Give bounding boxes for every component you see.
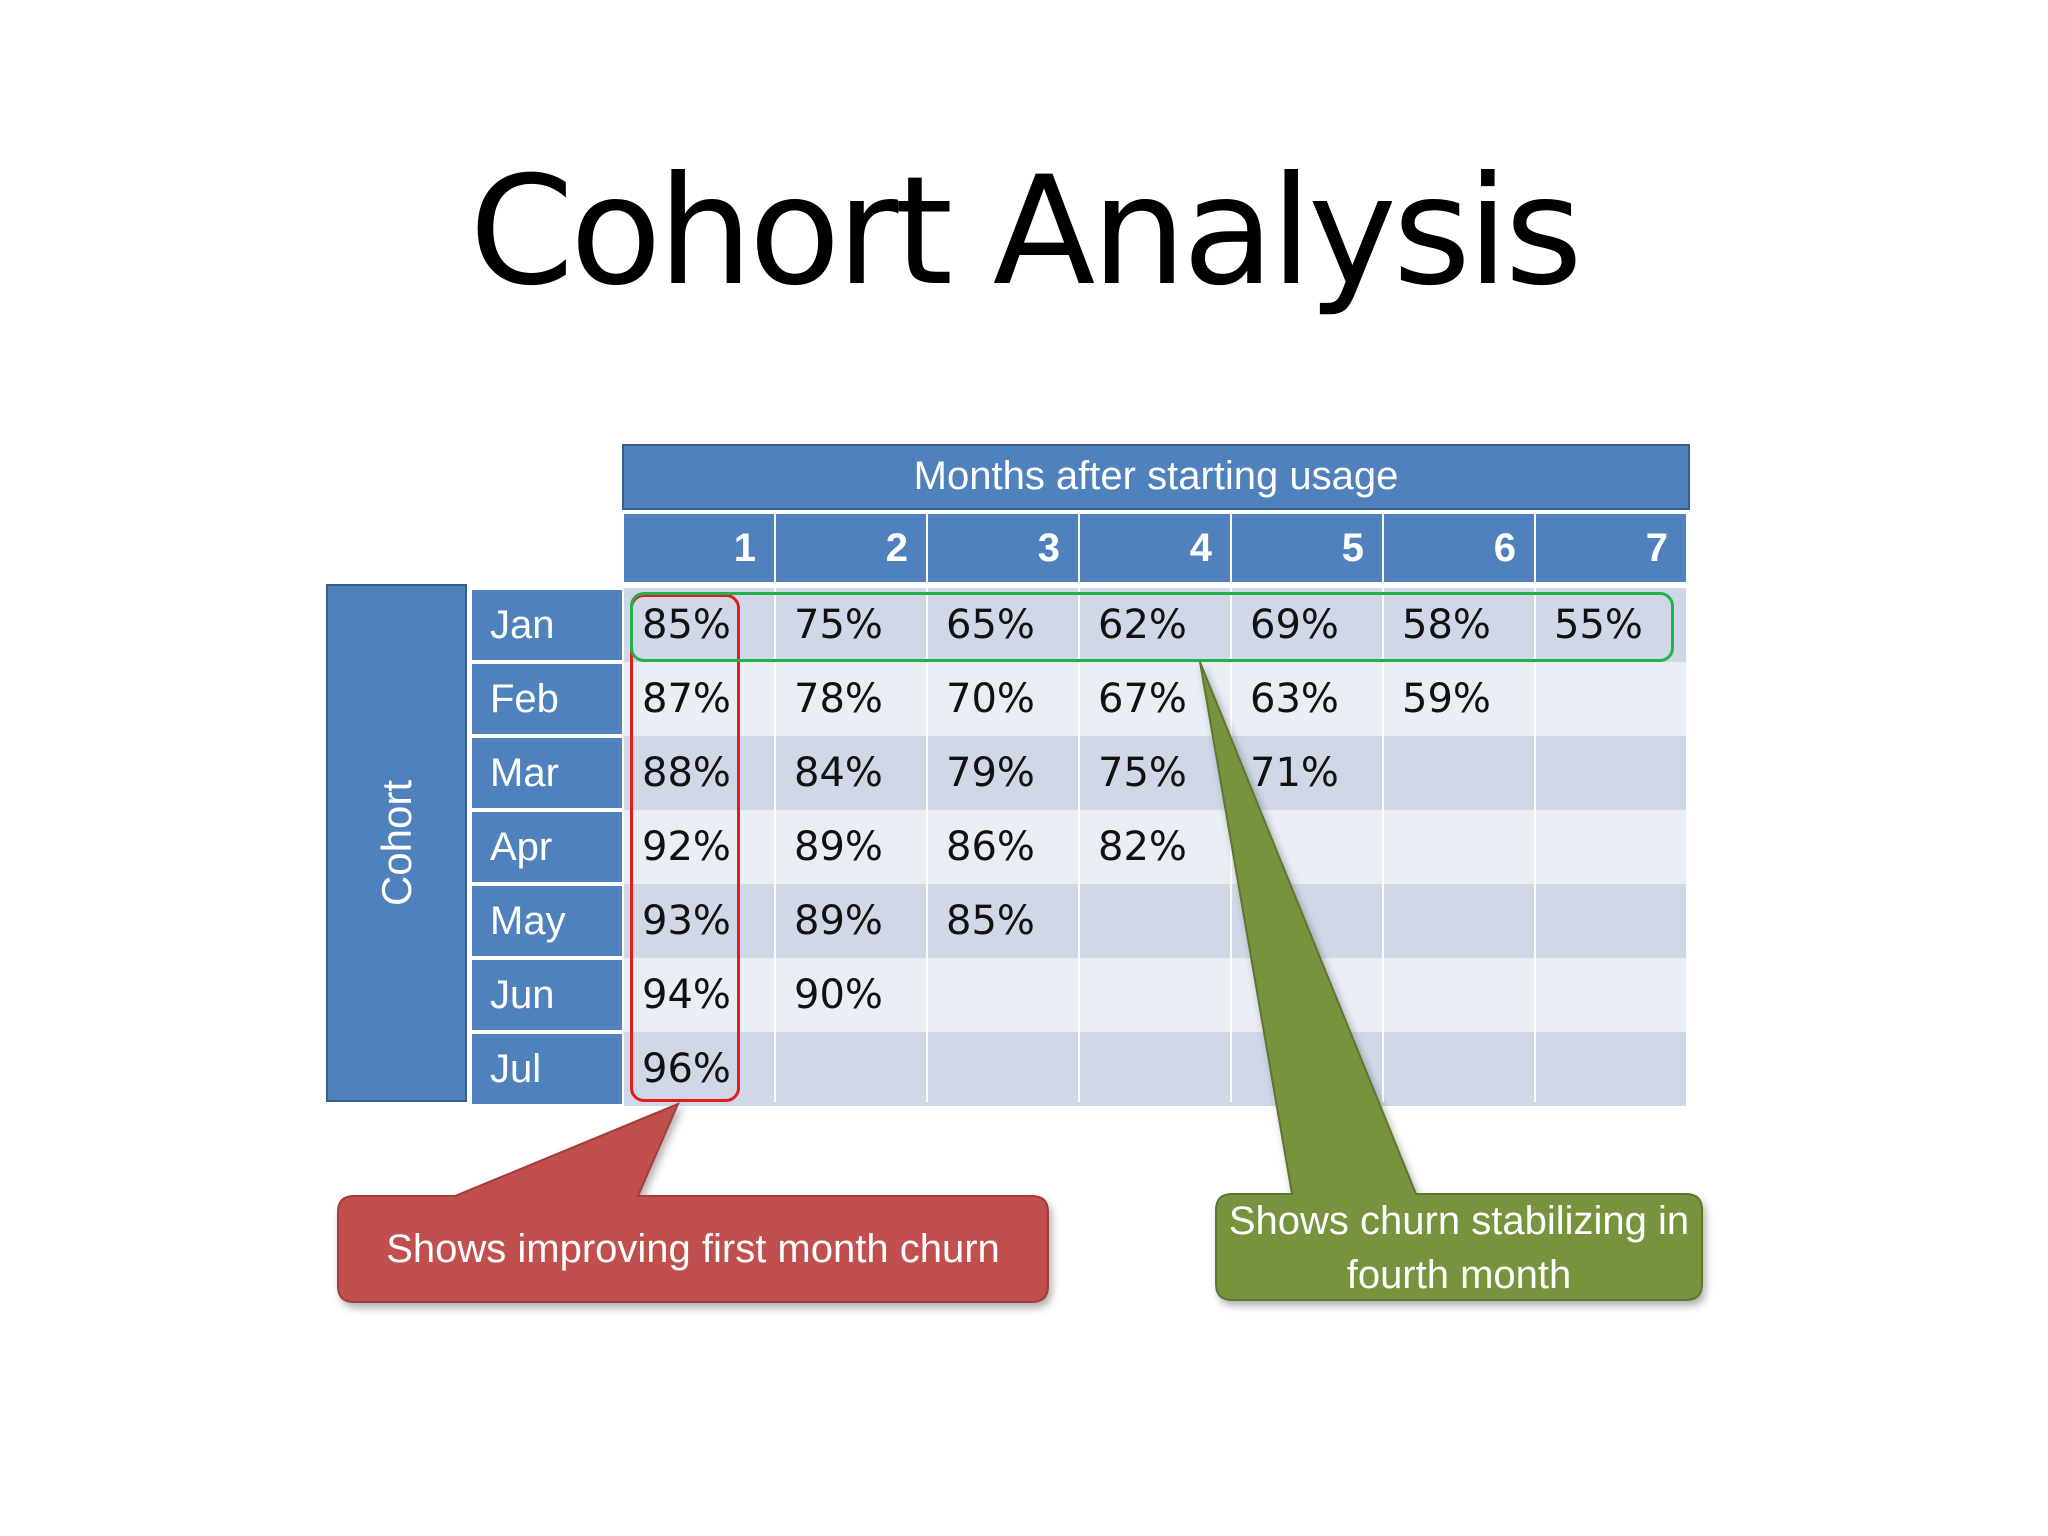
cohort-row-label: Mar [472, 738, 622, 808]
table-row [624, 736, 1686, 810]
green-callout [1199, 661, 1703, 1301]
cohort-row-label: Jun [472, 960, 622, 1030]
table-cell: 65% [946, 602, 1035, 648]
table-cell: 96% [642, 1046, 731, 1092]
column-separator [774, 584, 776, 1102]
cohort-row-label: Jan [472, 590, 622, 660]
month-col-header: 5 [1232, 514, 1382, 582]
table-row [624, 588, 1686, 662]
table-cell: 62% [1098, 602, 1187, 648]
table-cell: 88% [642, 750, 731, 796]
green-callout-text: Shows churn stabilizing in fourth month [1228, 1199, 1690, 1297]
red-callout-text: Shows improving first month churn [386, 1227, 1000, 1271]
table-cell: 84% [794, 750, 883, 796]
table-cell: 67% [1098, 676, 1187, 722]
column-separator [1382, 584, 1384, 1102]
table-row [624, 1032, 1686, 1106]
table-cell: 63% [1250, 676, 1339, 722]
table-cell: 87% [642, 676, 731, 722]
table-cell: 89% [794, 824, 883, 870]
cohort-row-label: Apr [472, 812, 622, 882]
cohort-row-label: Jul [472, 1034, 622, 1104]
page-title: Cohort Analysis [469, 145, 1583, 319]
month-col-header: 3 [928, 514, 1078, 582]
table-cell: 92% [642, 824, 731, 870]
table-cell: 85% [946, 898, 1035, 944]
table-row [624, 810, 1686, 884]
column-separator [1078, 584, 1080, 1102]
red-callout [337, 1102, 1049, 1303]
month-col-header: 4 [1080, 514, 1230, 582]
column-separator [926, 584, 928, 1102]
month-col-header: 2 [776, 514, 926, 582]
table-cell: 89% [794, 898, 883, 944]
table-cell: 79% [946, 750, 1035, 796]
table-cell: 85% [642, 602, 731, 648]
table-cell: 86% [946, 824, 1035, 870]
table-cell: 69% [1250, 602, 1339, 648]
first-month-highlight [630, 594, 740, 1102]
table-cell: 94% [642, 972, 731, 1018]
column-separator [1534, 584, 1536, 1102]
table-cell: 82% [1098, 824, 1187, 870]
table-cell: 71% [1250, 750, 1339, 796]
table-cell: 93% [642, 898, 731, 944]
cohort-axis-box: Cohort [326, 584, 467, 1102]
cohort-row-label: Feb [472, 664, 622, 734]
table-cell: 90% [794, 972, 883, 1018]
table-row [624, 662, 1686, 736]
month-col-header: 7 [1536, 514, 1686, 582]
table-cell: 59% [1402, 676, 1491, 722]
jan-row-highlight [630, 592, 1674, 662]
month-col-header: 1 [624, 514, 774, 582]
table-cell: 75% [1098, 750, 1187, 796]
table-cell: 78% [794, 676, 883, 722]
table-row [624, 958, 1686, 1032]
month-col-header: 6 [1384, 514, 1534, 582]
cohort-row-label: May [472, 886, 622, 956]
table-cell: 58% [1402, 602, 1491, 648]
table-row [624, 884, 1686, 958]
table-cell: 70% [946, 676, 1035, 722]
column-axis-label: Months after starting usage [622, 444, 1690, 510]
table-cell: 75% [794, 602, 883, 648]
table-cell: 55% [1554, 602, 1643, 648]
